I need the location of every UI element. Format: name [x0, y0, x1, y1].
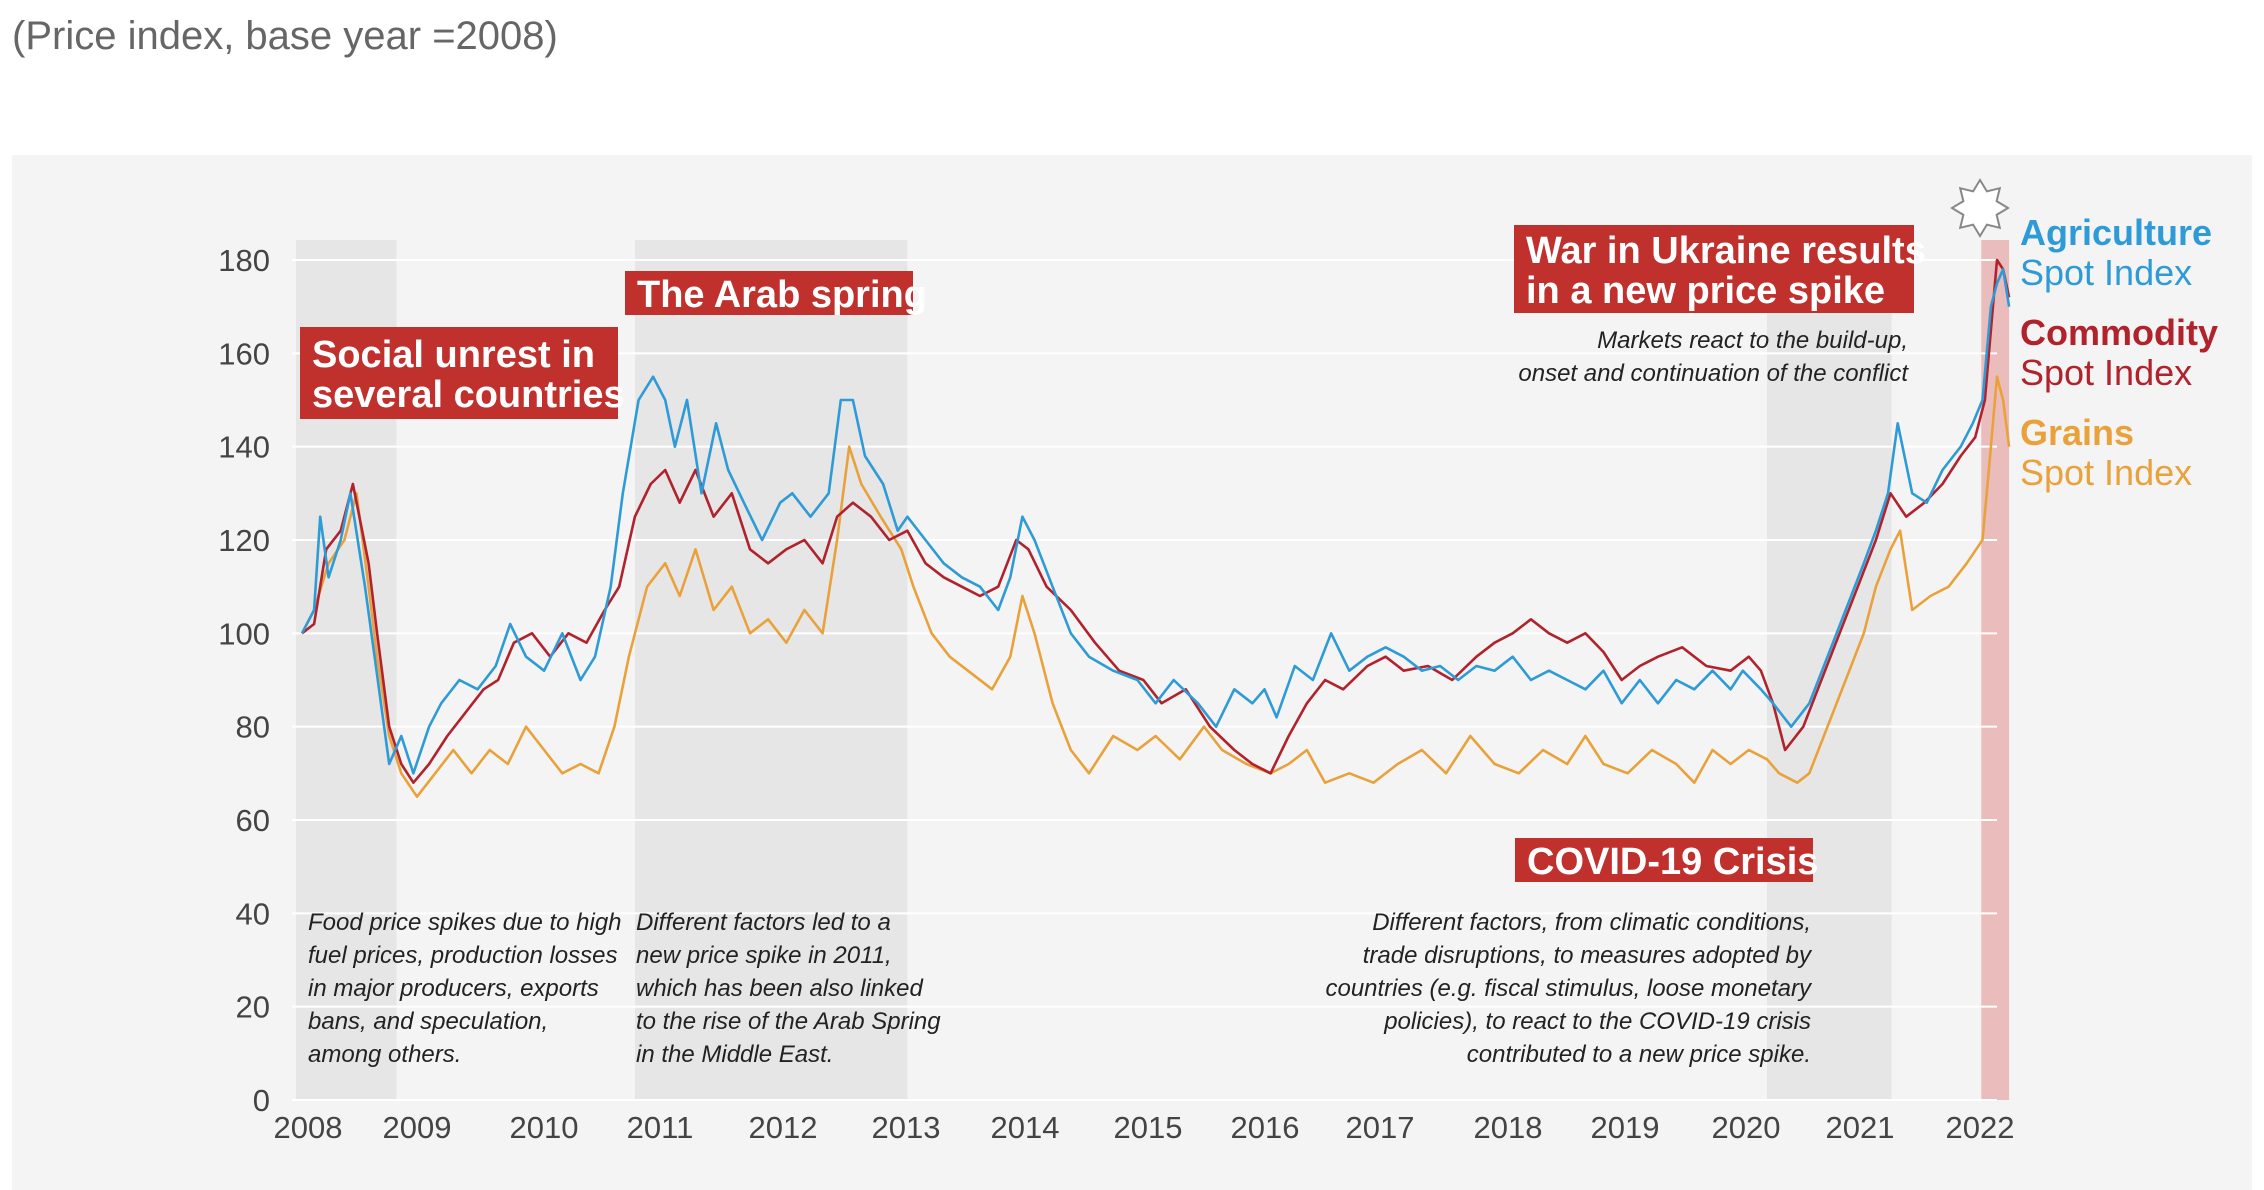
- arab_spring-note-line: to the rise of the Arab Spring: [636, 1008, 941, 1035]
- legend-title: Agriculture: [2020, 212, 2212, 253]
- x-tick-label: 2020: [1712, 1110, 1781, 1145]
- chart-svg: 0 20 40 60 80 100 120 140 160 180 2008 2009 2010 201…: [218, 178, 2218, 1145]
- arab_spring-note-line: in the Middle East.: [636, 1041, 833, 1068]
- x-tick-label: 2013: [872, 1110, 941, 1145]
- social_unrest-title-line: several countries: [312, 374, 625, 416]
- social_unrest-note-line: among others.: [308, 1041, 461, 1068]
- y-axis-ticks: 0 20 40 60 80 100 120 140 160 180: [218, 243, 270, 1118]
- covid-note-line: Different factors, from climatic conditi…: [1372, 909, 1811, 936]
- x-tick-label: 2021: [1826, 1110, 1895, 1145]
- y-tick-label: 20: [236, 990, 270, 1025]
- covid-title-line: COVID-19 Crisis: [1527, 841, 1818, 883]
- shaded-period-1: [634, 240, 908, 1100]
- legend-subtitle: Spot Index: [2020, 252, 2192, 293]
- x-tick-label: 2014: [991, 1110, 1060, 1145]
- y-tick-label: 100: [218, 616, 270, 651]
- social_unrest-note-line: fuel prices, production losses: [308, 942, 618, 969]
- x-tick-label: 2022: [1946, 1110, 2015, 1145]
- covid-note-line: countries (e.g. fiscal stimulus, loose m…: [1325, 975, 1813, 1002]
- social_unrest-title-box: [300, 327, 618, 419]
- covid-note-line: trade disruptions, to measures adopted b…: [1363, 942, 1813, 969]
- y-tick-label: 60: [236, 803, 270, 838]
- y-tick-label: 80: [236, 710, 270, 745]
- x-tick-label: 2008: [274, 1110, 343, 1145]
- y-tick-label: 0: [253, 1083, 270, 1118]
- x-tick-label: 2019: [1591, 1110, 1660, 1145]
- y-tick-label: 140: [218, 430, 270, 465]
- arab_spring-title-line: The Arab spring: [637, 274, 927, 316]
- y-tick-label: 180: [218, 243, 270, 278]
- series-lines: [300, 258, 2011, 798]
- legend-subtitle: Spot Index: [2020, 452, 2192, 493]
- x-tick-label: 2010: [510, 1110, 579, 1145]
- x-axis-ticks: 2008 2009 2010 2011 2012 2013 2014 2015 2016 2017…: [274, 1110, 2015, 1145]
- ukraine_war-note-line: onset and continuation of the conflict: [1518, 360, 1909, 387]
- legend-title: Commodity: [2020, 312, 2218, 353]
- y-tick-label: 40: [236, 896, 270, 931]
- covid-note-line: policies), to react to the COVID-19 cris…: [1383, 1008, 1811, 1035]
- x-tick-label: 2009: [383, 1110, 452, 1145]
- x-tick-label: 2018: [1474, 1110, 1543, 1145]
- chart-subtitle: (Price index, base year =2008): [12, 14, 558, 58]
- ukraine_war-title-box: [1514, 225, 1914, 313]
- covid-title-box: [1515, 838, 1813, 882]
- y-tick-label: 120: [218, 523, 270, 558]
- x-tick-label: 2012: [749, 1110, 818, 1145]
- y-tick-label: 160: [218, 336, 270, 371]
- x-tick-label: 2016: [1231, 1110, 1300, 1145]
- social_unrest-note-line: in major producers, exports: [308, 975, 599, 1002]
- social_unrest-note-line: Food price spikes due to high: [308, 909, 622, 936]
- arab_spring-note-line: which has been also linked: [636, 975, 924, 1002]
- x-tick-label: 2011: [627, 1110, 694, 1145]
- series-line-grains-spot-index: [300, 375, 2011, 798]
- arab_spring-title-box: [625, 271, 913, 315]
- legend-subtitle: Spot Index: [2020, 352, 2192, 393]
- series-line-agriculture-spot-index: [300, 268, 2011, 775]
- x-tick-label: 2017: [1346, 1110, 1415, 1145]
- series-line-commodity-spot-index: [301, 258, 2011, 784]
- arab_spring-note-line: new price spike in 2011,: [636, 942, 892, 969]
- chart-panel: 0 20 40 60 80 100 120 140 160 180 2008 2009 2010 201…: [12, 155, 2252, 1190]
- ukraine_war-title-line: in a new price spike: [1526, 270, 1885, 312]
- legend-title: Grains: [2020, 412, 2134, 453]
- war-burst-icon: [1950, 178, 2010, 238]
- covid-note-line: contributed to a new price spike.: [1467, 1041, 1811, 1068]
- shaded-period-2: [1766, 240, 1892, 1100]
- ukraine_war-note-line: Markets react to the build-up,: [1597, 327, 1908, 354]
- arab_spring-note-line: Different factors led to a: [636, 909, 891, 936]
- ukraine_war-title-line: War in Ukraine results: [1526, 230, 1926, 272]
- social_unrest-title-line: Social unrest in: [312, 334, 595, 376]
- x-tick-label: 2015: [1114, 1110, 1183, 1145]
- social_unrest-note-line: bans, and speculation,: [308, 1008, 548, 1035]
